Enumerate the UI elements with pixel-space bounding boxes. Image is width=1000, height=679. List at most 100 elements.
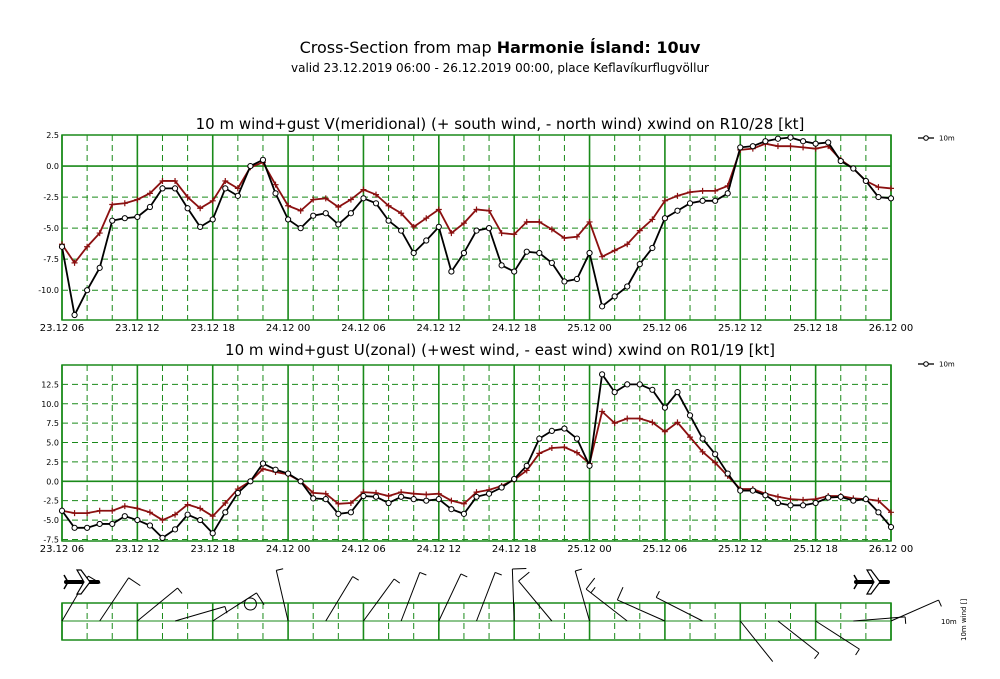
wind-barb <box>325 576 359 622</box>
barb-staff <box>137 587 178 622</box>
wind-point <box>96 264 103 271</box>
wind-point <box>222 185 229 192</box>
wind-barb <box>476 571 502 622</box>
wind-point <box>586 462 593 469</box>
gust-point <box>222 177 229 184</box>
x-tick-label: 25.12 06 <box>643 544 688 555</box>
zonal-wind-panel: 10 m wind+gust U(zonal) (+west wind, - e… <box>40 341 955 555</box>
gust-point <box>310 489 317 496</box>
barb-half-feather <box>814 652 820 659</box>
wind-point <box>272 466 279 473</box>
wind-point <box>523 462 530 469</box>
x-tick-label: 24.12 12 <box>417 323 462 334</box>
barb-axis-label: 10m wind [] <box>960 599 968 641</box>
barb-staff <box>325 576 354 622</box>
barb-half-feather <box>494 571 502 576</box>
gust-point <box>259 465 266 472</box>
gust-point <box>624 415 631 422</box>
y-tick-label: -10.0 <box>38 286 59 295</box>
barb-staff <box>400 572 421 622</box>
x-tick-label: 24.12 12 <box>417 544 462 555</box>
wind-point <box>599 371 606 378</box>
wind-point <box>435 496 442 503</box>
wind-point <box>58 507 66 514</box>
wind-point <box>84 524 91 531</box>
wind-point <box>523 248 530 255</box>
gust-point <box>774 493 781 500</box>
wind-point <box>774 499 782 507</box>
wind-point <box>799 138 807 145</box>
gust-point <box>435 490 442 497</box>
wind-point <box>385 499 392 507</box>
y-tick-label: -2.5 <box>43 193 59 202</box>
gust-point <box>347 500 354 507</box>
wind-point <box>837 157 844 165</box>
gust-point <box>209 197 216 204</box>
wind-point <box>749 143 756 150</box>
gust-point <box>599 253 606 260</box>
gust-point <box>611 420 618 427</box>
gust-point <box>888 185 894 192</box>
wind-point <box>787 134 794 141</box>
wind-point <box>310 495 317 502</box>
gust-point <box>787 143 794 150</box>
wind-point <box>812 140 819 147</box>
barb-feather <box>616 586 624 601</box>
gust-point <box>460 220 467 227</box>
wind-series-line <box>61 136 892 318</box>
y-tick-label: 10.0 <box>41 400 59 409</box>
plane-wings <box>75 569 91 595</box>
gust-point <box>511 231 518 238</box>
gust-point <box>649 419 656 426</box>
wind-point <box>599 303 606 310</box>
wind-barb <box>777 620 820 659</box>
gust-point <box>398 210 405 217</box>
wind-barb <box>853 616 907 624</box>
gust-point <box>410 223 417 230</box>
wind-point <box>171 526 179 533</box>
gust-series-line <box>61 142 892 265</box>
gust-point <box>712 187 719 194</box>
wind-point <box>360 195 367 202</box>
wind-point <box>837 493 844 500</box>
gust-point <box>423 491 430 498</box>
wind-barb <box>890 599 942 622</box>
gust-point <box>561 444 568 451</box>
wind-point <box>561 425 568 432</box>
wind-point <box>636 261 643 268</box>
barb-staff <box>777 620 820 654</box>
wind-point <box>247 478 254 485</box>
panel-title: 10 m wind+gust U(zonal) (+west wind, - e… <box>225 341 775 359</box>
barb-staff <box>511 569 515 622</box>
plane-wings <box>865 569 881 595</box>
wind-barb <box>655 590 703 622</box>
wind-point <box>134 213 141 221</box>
gust-point <box>548 444 555 451</box>
gust-point <box>385 493 392 500</box>
barb-half-feather <box>855 648 860 656</box>
gust-point <box>423 215 430 222</box>
barb-half-feather <box>938 599 942 607</box>
x-tick-label: 26.12 00 <box>869 544 914 555</box>
gust-point <box>197 505 204 512</box>
gust-point <box>636 415 643 422</box>
wind-point <box>536 249 543 257</box>
barb-feather <box>585 577 596 590</box>
wind-point <box>636 381 643 388</box>
gust-point <box>71 510 78 517</box>
gust-point <box>636 227 643 234</box>
wind-point <box>310 212 317 219</box>
legend-label: 10m <box>939 361 955 369</box>
x-tick-label: 23.12 12 <box>115 323 160 334</box>
wind-point <box>372 493 380 500</box>
x-tick-label: 23.12 18 <box>190 544 235 555</box>
barb-half-feather <box>590 586 596 594</box>
gust-point <box>84 243 91 250</box>
wind-point <box>573 275 581 283</box>
x-tick-label: 23.12 18 <box>190 323 235 334</box>
x-tick-label: 23.12 06 <box>40 544 85 555</box>
meridional-wind-panel: 10 m wind+gust V(meridional) (+ south wi… <box>38 115 955 334</box>
gust-point <box>234 185 241 192</box>
wind-point <box>448 506 455 513</box>
wind-point <box>360 492 367 500</box>
